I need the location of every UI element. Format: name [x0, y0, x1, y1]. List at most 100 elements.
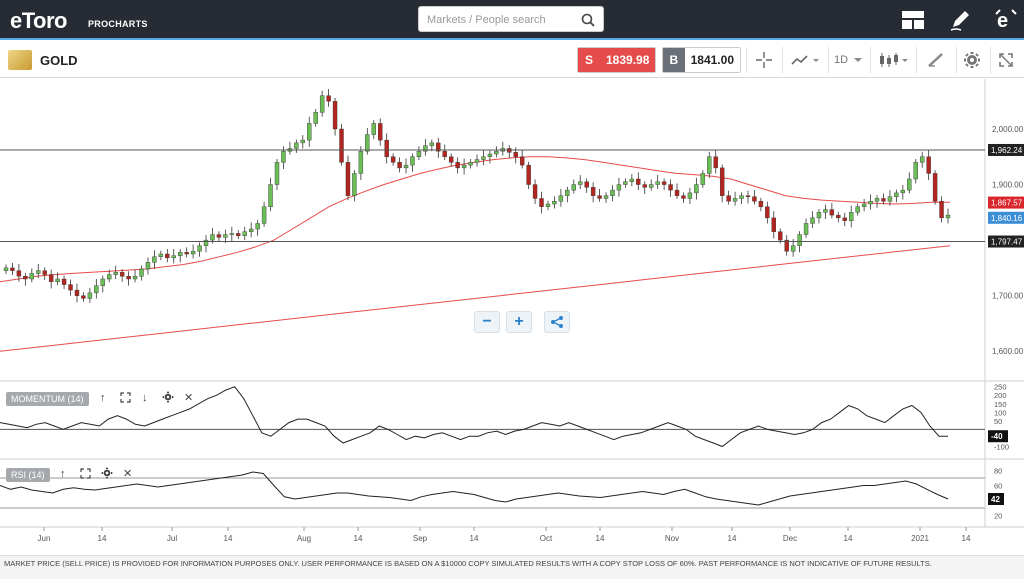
- candle-body: [552, 201, 557, 205]
- candle-body: [810, 217, 815, 224]
- maximize-icon: [80, 468, 91, 479]
- share-button[interactable]: [544, 311, 570, 333]
- candle-body: [390, 156, 396, 163]
- time-tick-label: 14: [962, 534, 971, 543]
- etoro-logo[interactable]: eToro: [10, 8, 67, 33]
- drawing-tools-button[interactable]: [916, 47, 954, 73]
- buy-button[interactable]: B 1841.00: [662, 47, 741, 73]
- etoro-e-icon[interactable]: e: [992, 8, 1018, 32]
- gold-bar-icon: [8, 50, 32, 70]
- candle-body: [874, 198, 880, 202]
- settings-button[interactable]: [956, 47, 986, 73]
- candle-body: [326, 95, 331, 102]
- rsi-close-button[interactable]: ✕: [123, 468, 133, 480]
- gear-icon: [963, 52, 980, 68]
- candle-body: [165, 253, 170, 259]
- time-tick-label: 14: [98, 534, 107, 543]
- candle-body: [926, 156, 931, 174]
- candle-body: [126, 276, 131, 280]
- candle-body: [913, 162, 918, 180]
- candle-body: [707, 156, 712, 174]
- momentum-move-down-button[interactable]: ↓: [142, 392, 148, 404]
- candle-body: [16, 270, 22, 277]
- candle-body: [294, 142, 299, 149]
- price-tick-label: 1,600.00: [992, 347, 1024, 356]
- rsi-move-up-button[interactable]: ↑: [60, 468, 66, 480]
- momentum-tick-label: -100: [994, 442, 1009, 451]
- candle-body: [216, 234, 222, 238]
- time-tick-label: 14: [224, 534, 233, 543]
- candle-body: [319, 95, 325, 113]
- candle-body: [616, 184, 622, 191]
- price-chart[interactable]: 2,000.001,900.001,800.001,700.001,600.00…: [0, 79, 1024, 551]
- time-tick-label: Oct: [540, 534, 553, 543]
- timeframe-value: 1D: [833, 54, 849, 66]
- candle-body: [629, 178, 635, 182]
- candle-body: [745, 195, 751, 197]
- momentum-maximize-button[interactable]: [120, 392, 131, 406]
- buy-tag: B: [663, 48, 685, 72]
- horizontal-lines: [0, 149, 985, 243]
- candle-body: [836, 214, 841, 219]
- search-box[interactable]: [418, 6, 604, 32]
- candle-body: [578, 181, 583, 185]
- candle-body: [797, 234, 802, 246]
- candle-body: [81, 295, 86, 299]
- momentum-settings-button[interactable]: [162, 391, 174, 406]
- zoom-in-button[interactable]: +: [506, 311, 532, 333]
- candle-body: [739, 195, 744, 199]
- candle-body: [571, 184, 576, 191]
- candle-body: [42, 270, 47, 275]
- candle-body: [752, 196, 757, 202]
- momentum-move-up-button[interactable]: ↑: [100, 392, 106, 404]
- sell-button[interactable]: S 1839.98: [577, 47, 656, 73]
- draw-pencil-icon[interactable]: [948, 8, 974, 32]
- time-tick-label: 14: [596, 534, 605, 543]
- price-badge: [988, 196, 1024, 209]
- crosshair-button[interactable]: [746, 47, 780, 73]
- candle-body: [784, 239, 789, 252]
- zoom-out-button[interactable]: −: [474, 311, 500, 333]
- momentum-tick-label: 250: [994, 383, 1007, 392]
- candle-body: [558, 195, 564, 202]
- procharts-label: PROCHARTS: [88, 19, 148, 29]
- candle-body: [726, 195, 731, 202]
- price-badge-label: 1,962.24: [991, 146, 1023, 155]
- candle-body: [513, 152, 518, 157]
- minus-icon: −: [482, 313, 492, 330]
- candle-body: [248, 228, 254, 232]
- candle-body: [661, 181, 667, 185]
- candle-body: [384, 139, 389, 157]
- search-icon[interactable]: [581, 13, 595, 32]
- candle-body: [197, 245, 202, 252]
- candle-body: [36, 270, 41, 274]
- ma-short-line: [0, 156, 950, 283]
- candle-body: [365, 134, 370, 152]
- candle-body: [55, 278, 60, 282]
- rsi-label: RSI (14): [6, 468, 50, 482]
- candle-body: [3, 267, 9, 271]
- time-axis: Jun 14 Jul 14 Aug 14 Sep 14 Oct 14 Nov 14 Dec 14 2021 1…: [38, 527, 971, 543]
- candle-body: [778, 231, 783, 241]
- candle-body: [868, 201, 873, 205]
- search-input[interactable]: [427, 11, 577, 28]
- fullscreen-button[interactable]: [990, 47, 1020, 73]
- rsi-settings-button[interactable]: [101, 467, 113, 482]
- candle-body: [87, 292, 93, 299]
- timeframe-select[interactable]: 1D: [828, 47, 868, 73]
- momentum-badge-label: -40: [991, 432, 1003, 441]
- crosshair-icon: [755, 52, 772, 68]
- candle-body: [300, 139, 305, 144]
- candle-body: [423, 145, 428, 152]
- rsi-maximize-button[interactable]: [80, 468, 91, 482]
- candle-body: [313, 112, 318, 124]
- momentum-close-button[interactable]: ✕: [184, 392, 194, 404]
- sell-price: 1839.98: [600, 48, 655, 72]
- chart-area[interactable]: 2,000.001,900.001,800.001,700.001,600.00…: [0, 79, 1024, 551]
- ma-short-polyline: [0, 156, 950, 283]
- candle-body: [261, 206, 267, 224]
- indicators-button[interactable]: [870, 47, 914, 73]
- candle-body: [829, 209, 835, 216]
- layout-icon[interactable]: [900, 8, 926, 32]
- chart-type-button[interactable]: [782, 47, 826, 73]
